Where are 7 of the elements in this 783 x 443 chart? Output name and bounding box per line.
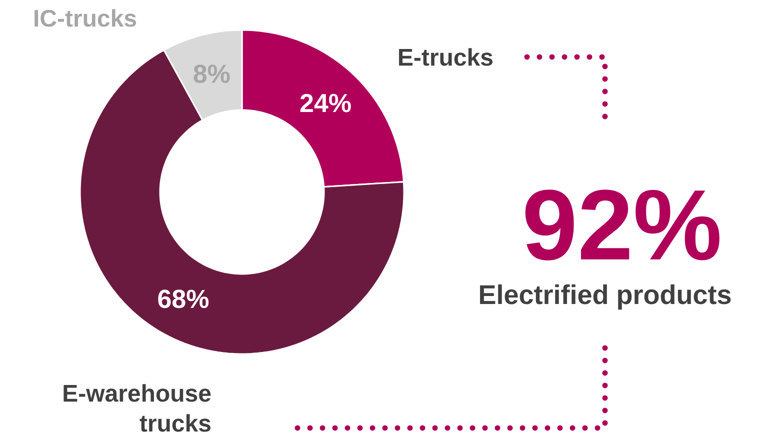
slice-label: E-trucks bbox=[399, 48, 492, 66]
data-label: 24% bbox=[300, 94, 351, 112]
data-label: 68% bbox=[158, 290, 209, 308]
slice-label: E-warehouse trucks bbox=[64, 384, 211, 432]
text: Electrified products bbox=[480, 284, 731, 310]
slice-label: IC-trucks bbox=[34, 9, 136, 27]
text: 92% bbox=[525, 190, 720, 260]
